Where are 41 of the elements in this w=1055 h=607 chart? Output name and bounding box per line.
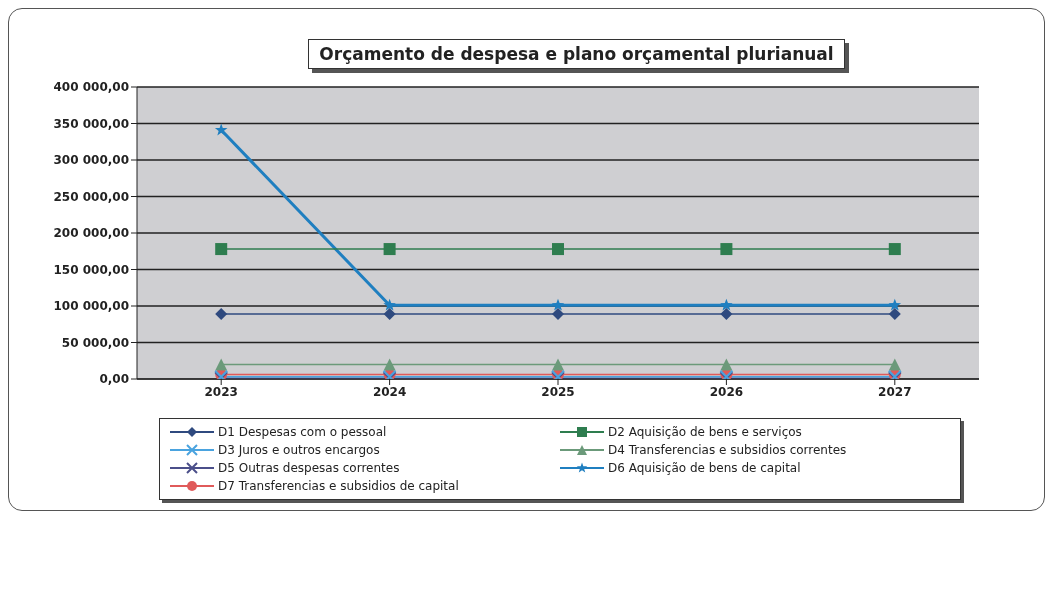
y-tick-label: 350 000,00 (53, 116, 129, 131)
point (720, 308, 733, 321)
point (383, 298, 396, 311)
point (383, 243, 396, 256)
point (215, 243, 228, 256)
x-tick-label: 2025 (541, 384, 575, 399)
point (551, 298, 565, 311)
y-tick-label: 150 000,00 (53, 262, 129, 277)
point (552, 358, 564, 371)
point (383, 358, 396, 371)
legend-label: D4 Transferencias e subsidios correntes (608, 443, 847, 457)
y-tick-label: 100 000,00 (53, 299, 129, 314)
legend-label: D3 Juros e outros encargos (218, 443, 380, 457)
x-tick-label: 2026 (709, 384, 744, 399)
y-tick-label: 50 000,00 (61, 335, 129, 350)
point (552, 243, 564, 256)
y-tick-label: 400 000,00 (53, 80, 129, 95)
y-tick-label: 300 000,00 (53, 153, 129, 168)
point (888, 243, 901, 256)
legend-label: D6 Aquisição de bens de capital (608, 461, 801, 475)
x-tick-label: 2027 (878, 384, 912, 399)
legend-label: D7 Transferencias e subsidios de capital (218, 479, 459, 493)
point (888, 298, 902, 311)
point (720, 243, 733, 256)
y-tick-label: 0,00 (99, 372, 129, 387)
y-tick-label: 250 000,00 (53, 189, 129, 204)
point (215, 308, 228, 321)
point (720, 298, 733, 311)
point (888, 358, 901, 371)
x-tick-label: 2023 (204, 384, 238, 399)
point (720, 358, 733, 371)
point (215, 358, 228, 371)
legend-label: D5 Outras despesas correntes (218, 461, 400, 475)
point (383, 308, 396, 321)
x-tick-label: 2024 (372, 384, 407, 399)
y-tick-label: 200 000,00 (53, 226, 129, 241)
point (552, 308, 564, 321)
legend-label: D2 Aquisição de bens e serviços (608, 425, 802, 439)
legend-label: D1 Despesas com o pessoal (218, 425, 387, 439)
point (888, 308, 901, 321)
chart-title: Orçamento de despesa e plano orçamental plurianual (308, 39, 845, 69)
